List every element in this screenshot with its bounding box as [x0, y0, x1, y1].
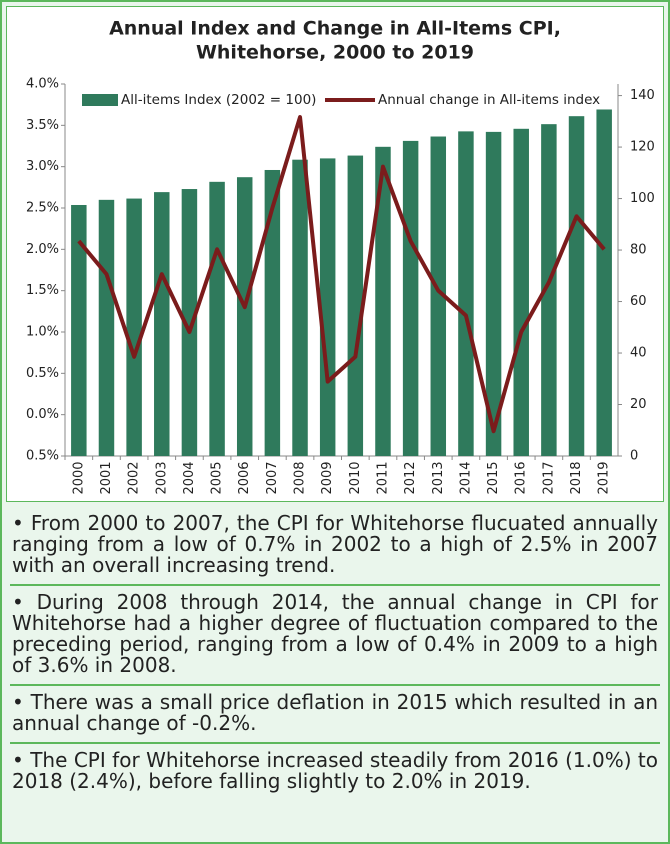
y-tick-label: 0.0% [26, 407, 59, 422]
y-tick-label: 1.5% [26, 283, 59, 298]
note: • From 2000 to 2007, the CPI for Whiteho… [10, 507, 660, 586]
y2-tick-label: 20 [630, 397, 647, 412]
line [77, 115, 606, 434]
y2-tick-label: 40 [630, 346, 647, 361]
x-tick-label: 2004 [182, 461, 197, 494]
x-tick-label: 2000 [71, 461, 86, 494]
bar [236, 177, 253, 456]
bar [154, 192, 170, 456]
x-tick-label: 2013 [431, 461, 446, 494]
x-tick-label: 2009 [320, 461, 335, 494]
bar [181, 189, 198, 457]
bar [347, 155, 364, 456]
y2-tick-label: 0 [630, 449, 638, 464]
y-tick-label: 3.0% [26, 159, 59, 174]
x-tick-label: 2017 [541, 461, 556, 494]
y2-tick-label: 120 [630, 140, 655, 155]
notes: • From 2000 to 2007, the CPI for Whiteho… [10, 507, 660, 800]
y-tick-label: 2.5% [26, 201, 59, 216]
y2-tick-label: 80 [630, 243, 647, 258]
note: • During 2008 through 2014, the annual c… [10, 586, 660, 686]
legend-swatch [82, 94, 118, 106]
x-tick-label: 2018 [569, 461, 584, 494]
note: • There was a small price deflation in 2… [10, 686, 660, 744]
x-tick-label: 2006 [237, 461, 252, 494]
bar [71, 204, 87, 456]
y-tick-label: 2.0% [26, 242, 59, 257]
bar [292, 159, 308, 456]
chart-title: Annual Index and Change in All-Items CPI… [109, 18, 561, 40]
y2-tick-label: 140 [630, 88, 655, 103]
bar [98, 199, 115, 456]
x-tick-label: 2010 [348, 461, 363, 494]
bar [375, 146, 391, 456]
bar [264, 169, 281, 456]
x-tick-label: 2014 [458, 461, 473, 494]
x-tick-label: 2007 [265, 461, 280, 494]
legend-label: All-items Index (2002 = 100) [121, 92, 316, 108]
x-tick-label: 2012 [403, 461, 418, 494]
x-tick-label: 2016 [514, 461, 529, 494]
bar [458, 131, 474, 456]
chart-title: Whitehorse, 2000 to 2019 [196, 42, 474, 64]
y-tick-label: 0.5% [26, 366, 59, 381]
bar [126, 198, 142, 456]
x-tick-label: 2001 [99, 461, 114, 494]
bar [596, 109, 612, 456]
x-tick-label: 2011 [375, 461, 390, 494]
y2-tick-label: 100 [630, 191, 655, 206]
note: • The CPI for Whitehorse increased stead… [12, 748, 658, 793]
bar [402, 140, 419, 457]
y2-tick-label: 60 [630, 294, 647, 309]
y-tick-label: 0.5% [26, 449, 59, 464]
bar [485, 131, 502, 456]
y-tick-label: 4.0% [26, 77, 59, 92]
chart: Annual Index and Change in All-Items CPI… [6, 6, 664, 502]
bar [209, 181, 225, 456]
y-tick-label: 3.5% [26, 118, 59, 133]
x-tick-label: 2003 [154, 461, 169, 494]
y-tick-label: 1.0% [26, 325, 59, 340]
bar [541, 124, 557, 456]
bar [568, 116, 585, 456]
x-tick-label: 2015 [486, 461, 501, 494]
legend-label: Annual change in All-items index [378, 92, 600, 108]
x-tick-label: 2002 [127, 461, 142, 494]
x-tick-label: 2019 [597, 461, 612, 494]
x-tick-label: 2008 [293, 461, 308, 494]
x-tick-label: 2005 [210, 461, 225, 494]
bar [319, 158, 336, 456]
bar [430, 136, 447, 457]
bar [513, 128, 529, 456]
